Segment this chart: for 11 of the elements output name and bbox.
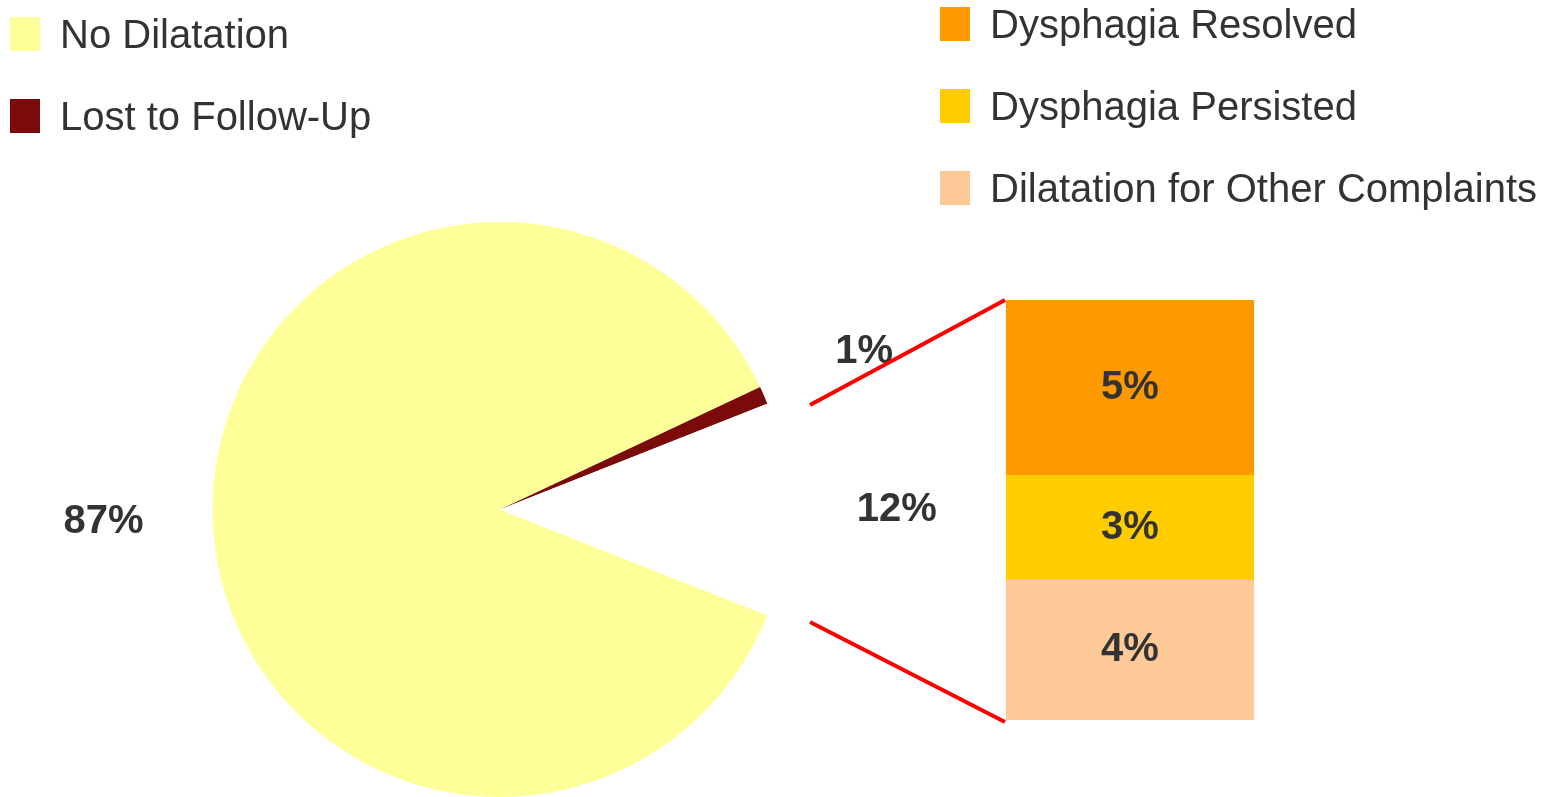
data-label: 12% [856,484,937,529]
legend-label: Dysphagia Resolved [990,1,1357,47]
legend-label: Dysphagia Persisted [990,83,1357,129]
data-label: 5% [1101,362,1159,407]
data-label: 3% [1101,502,1159,547]
data-label: 1% [835,326,894,371]
data-label: 4% [1101,625,1159,670]
legend-label: No Dilatation [60,11,290,57]
data-label: 87% [63,496,144,541]
legend-label: Lost to Follow-Up [60,93,372,139]
legend-label: Dilatation for Other Complaints [990,165,1537,211]
